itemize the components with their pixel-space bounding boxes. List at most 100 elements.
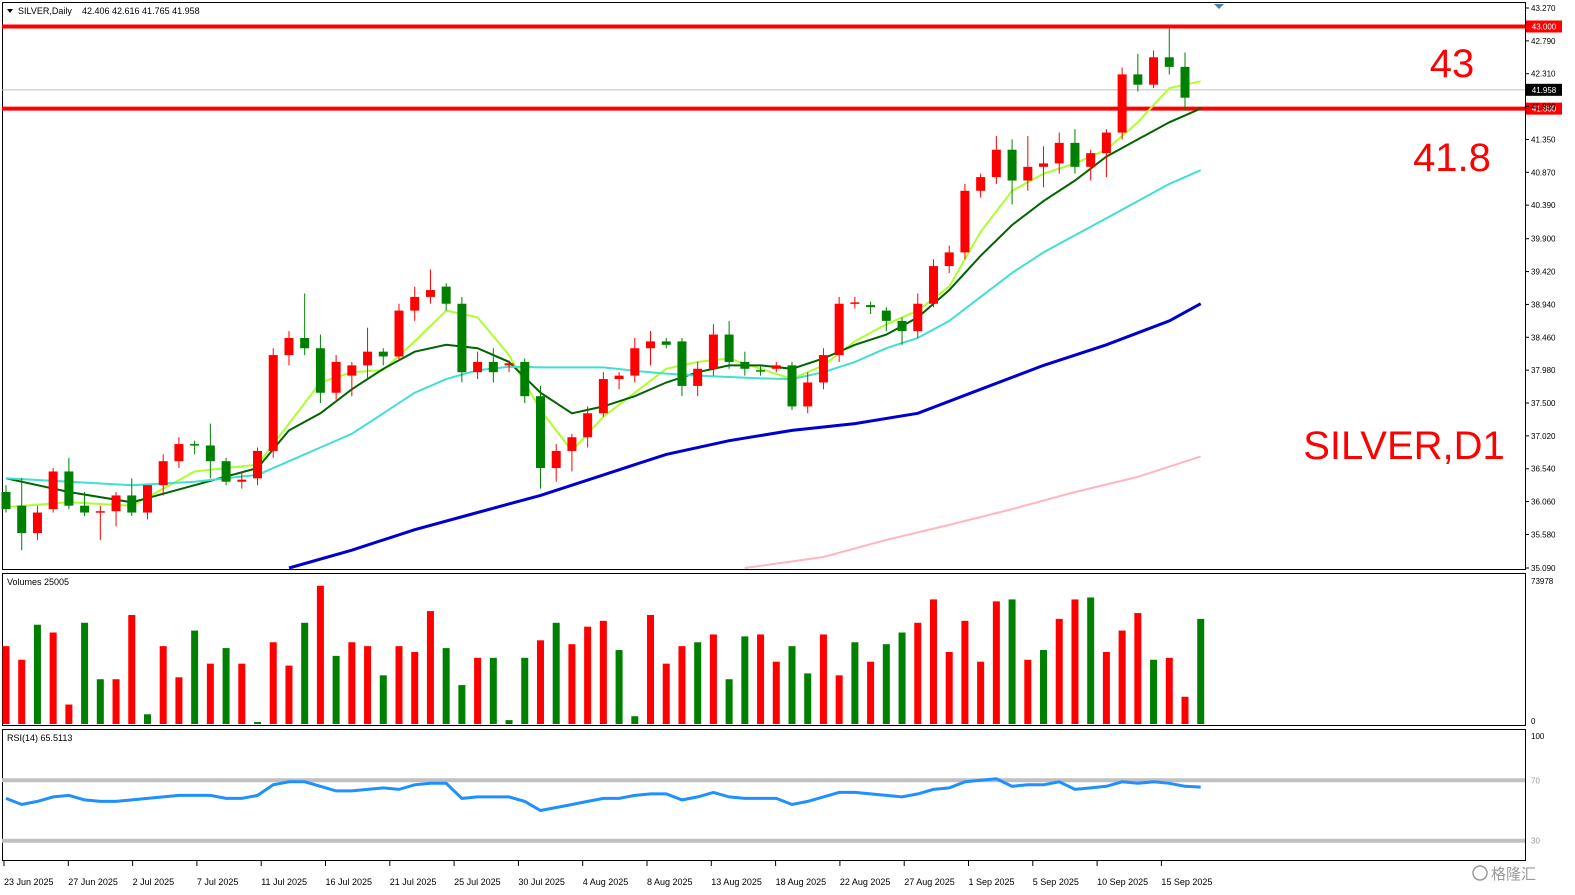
candle-body: [520, 361, 530, 397]
watermark-logo: 格隆汇: [1472, 865, 1536, 883]
moving-averages: [5, 80, 1202, 570]
level-tag: [1526, 102, 1562, 115]
date-label: 2 Jul 2025: [133, 877, 175, 887]
price-tick-label: 42.790: [1531, 37, 1556, 46]
chart-title: SILVER,Daily: [18, 6, 72, 16]
price-tick-label: 38.460: [1531, 333, 1556, 342]
candle: [363, 327, 373, 380]
volume-bar: [489, 657, 497, 724]
candle: [1086, 149, 1096, 181]
candle-body: [1054, 142, 1064, 164]
candle-body: [284, 337, 294, 356]
candle-body: [237, 479, 247, 482]
candle-body: [583, 413, 593, 438]
candle-body: [190, 444, 200, 446]
volume-bar: [1150, 659, 1158, 724]
ma-50-line: [288, 302, 1202, 570]
candle: [913, 293, 923, 338]
candle-body: [535, 396, 545, 469]
price-tick-label: 37.980: [1531, 366, 1556, 375]
candle-body: [834, 303, 844, 356]
candle: [1, 485, 11, 513]
volume-bar: [536, 640, 544, 724]
volume-bar: [647, 614, 655, 724]
candle: [520, 358, 530, 404]
candle: [237, 471, 247, 489]
candle-body: [315, 348, 325, 393]
candle: [111, 492, 121, 527]
volume-bar: [301, 622, 309, 724]
volume-bar: [49, 632, 57, 724]
volume-bar: [33, 624, 41, 724]
volume-bar: [348, 642, 356, 724]
candle: [583, 406, 593, 448]
time-axis: 23 Jun 2025 27 Jun 2025 2 Jul 2025 7 Jul 20…: [3, 861, 1212, 887]
price-tick-label: 42.310: [1531, 70, 1556, 79]
candle-body: [1133, 74, 1143, 85]
volume-bar: [206, 663, 214, 724]
candle: [504, 360, 514, 373]
volume-bar: [977, 661, 985, 724]
date-label: 30 Jul 2025: [518, 877, 565, 887]
chart-shift-icon[interactable]: [1214, 4, 1224, 9]
candle: [1101, 129, 1111, 178]
candle: [1133, 53, 1143, 92]
candle: [158, 454, 168, 496]
candle: [567, 433, 577, 472]
candle-body: [881, 310, 891, 321]
rsi-line: [5, 777, 1201, 813]
price-tick-label: 38.940: [1531, 300, 1556, 309]
volume-bar: [159, 646, 167, 724]
volume-bar: [694, 642, 702, 724]
candle-body: [976, 177, 986, 191]
candle: [614, 372, 624, 390]
candle: [142, 485, 152, 520]
candle-body: [1039, 163, 1049, 167]
date-label: 27 Aug 2025: [904, 877, 955, 887]
candle-body: [740, 361, 750, 369]
bid-tag-label: 41.958: [1532, 86, 1557, 95]
candle: [127, 478, 137, 516]
candle: [944, 245, 954, 273]
candle-body: [48, 471, 58, 510]
candle-body: [158, 461, 168, 486]
candle: [205, 423, 215, 479]
candle: [488, 348, 498, 383]
volume-bar: [662, 663, 670, 724]
candle: [284, 331, 294, 366]
candle: [1007, 139, 1017, 205]
rsi-tick-label: 70: [1531, 776, 1540, 785]
volume-bar: [379, 675, 387, 724]
candle: [48, 468, 58, 513]
candle: [331, 355, 341, 400]
candle: [1023, 136, 1033, 191]
candle-body: [205, 445, 215, 462]
rsi-lines: 100 70 30: [2, 732, 1545, 846]
volume-bar: [992, 601, 1000, 724]
candle-body: [708, 334, 718, 369]
candle-body: [64, 471, 74, 506]
price-tick-label: 37.020: [1531, 432, 1556, 441]
candle: [1054, 132, 1064, 174]
volume-bar: [1024, 659, 1032, 724]
price-axis: 43.270 42.790 42.310 41.830 41.350 40.870 40.3…: [1525, 4, 1556, 573]
date-label: 4 Aug 2025: [583, 877, 629, 887]
candle: [803, 372, 813, 414]
volume-bar: [96, 679, 104, 724]
dropdown-triangle-icon[interactable]: [7, 9, 13, 13]
candle-body: [221, 461, 231, 482]
volume-bar: [1181, 696, 1189, 724]
candle-body: [457, 303, 467, 373]
candle-body: [818, 355, 828, 383]
candle: [661, 337, 671, 349]
candle-body: [850, 302, 860, 304]
volume-bar: [238, 663, 246, 724]
price-tick-label: 40.870: [1531, 168, 1556, 177]
candle: [551, 444, 561, 482]
date-label: 10 Sep 2025: [1097, 877, 1148, 887]
candle-body: [598, 379, 608, 414]
candle: [300, 293, 310, 356]
volume-bar: [222, 648, 230, 724]
candle-body: [1180, 66, 1190, 98]
